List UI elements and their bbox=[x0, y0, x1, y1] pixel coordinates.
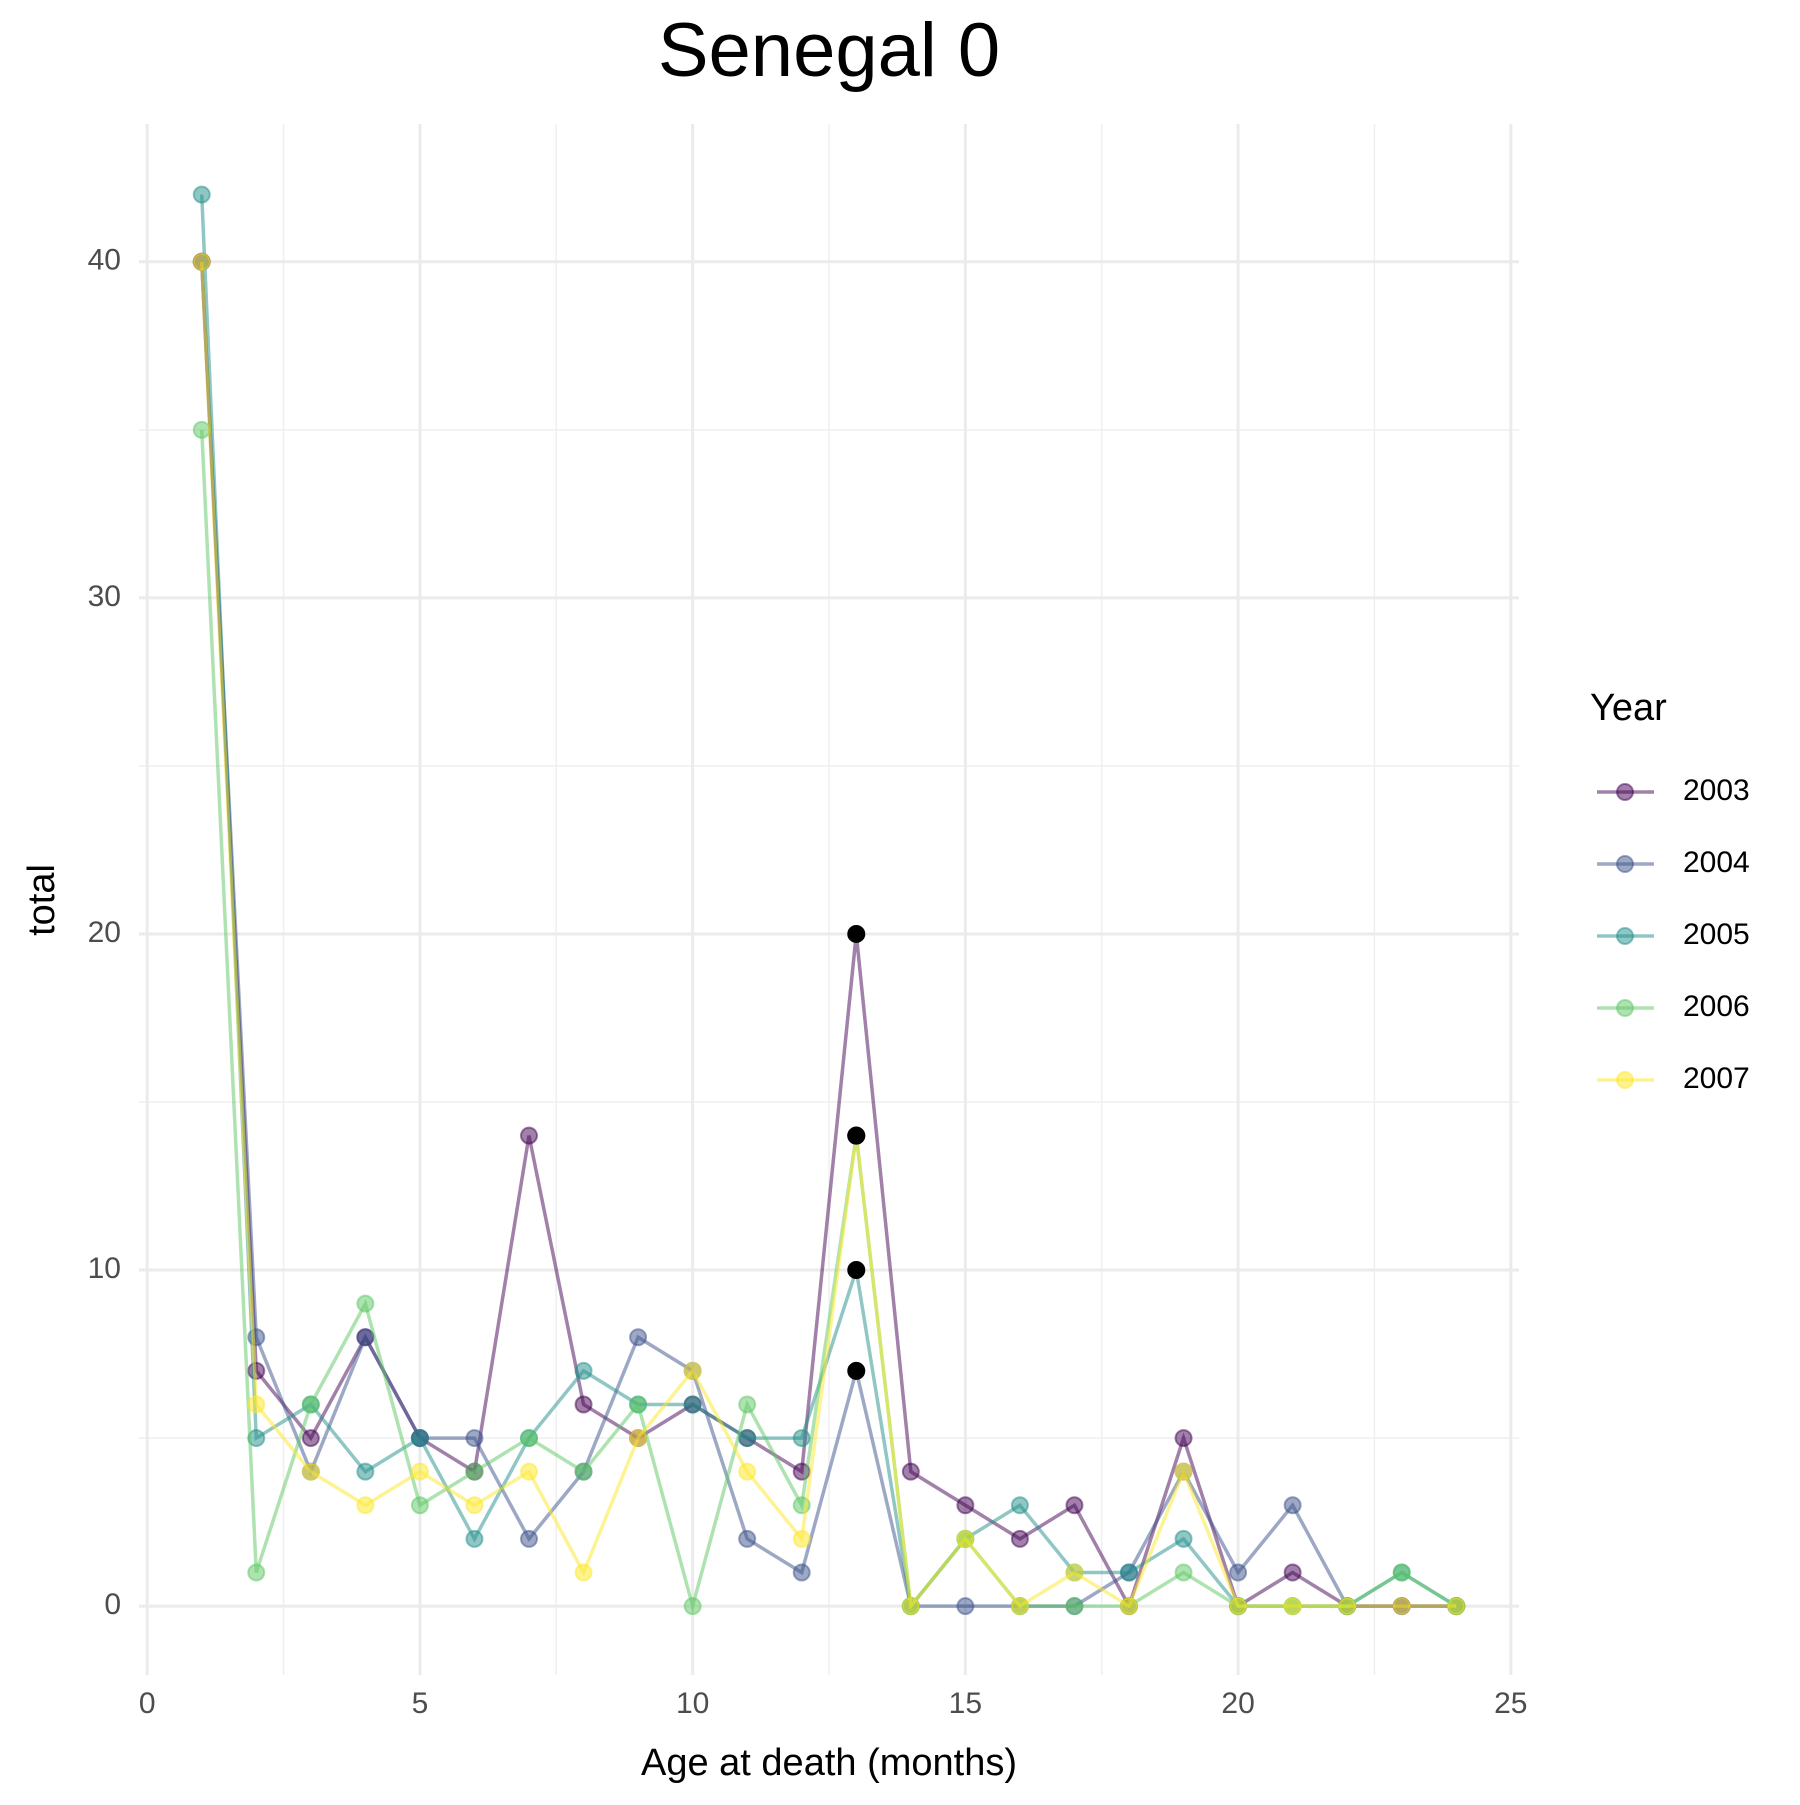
x-tick-label: 15 bbox=[949, 1687, 982, 1720]
y-tick-label: 10 bbox=[88, 1252, 121, 1285]
point bbox=[574, 1361, 593, 1380]
point bbox=[1229, 1597, 1248, 1616]
point bbox=[465, 1462, 484, 1481]
point bbox=[356, 1328, 375, 1347]
point bbox=[574, 1395, 593, 1414]
legend-key-point bbox=[1616, 855, 1634, 873]
point bbox=[1010, 1496, 1029, 1515]
point bbox=[301, 1395, 320, 1414]
legend-label: 2005 bbox=[1683, 918, 1750, 951]
point bbox=[901, 1597, 920, 1616]
point bbox=[629, 1395, 648, 1414]
y-tick-label: 30 bbox=[88, 580, 121, 613]
point bbox=[956, 1529, 975, 1548]
point bbox=[683, 1361, 702, 1380]
legend-key-point bbox=[1616, 1071, 1634, 1089]
point bbox=[683, 1597, 702, 1616]
point bbox=[792, 1529, 811, 1548]
point bbox=[1174, 1529, 1193, 1548]
point bbox=[1447, 1597, 1466, 1616]
point bbox=[1174, 1462, 1193, 1481]
point bbox=[1392, 1597, 1411, 1616]
highlight-point bbox=[847, 1126, 866, 1145]
point bbox=[1174, 1563, 1193, 1582]
point bbox=[356, 1294, 375, 1313]
point bbox=[738, 1395, 757, 1414]
legend-label: 2006 bbox=[1683, 990, 1750, 1023]
point bbox=[956, 1496, 975, 1515]
point bbox=[956, 1597, 975, 1616]
highlight-point bbox=[847, 1261, 866, 1280]
y-axis-title: total bbox=[21, 864, 63, 936]
series-line bbox=[199, 261, 1457, 1611]
y-tick-label: 40 bbox=[88, 244, 121, 277]
point bbox=[192, 252, 211, 271]
point bbox=[792, 1563, 811, 1582]
point bbox=[1065, 1597, 1084, 1616]
point bbox=[1120, 1563, 1138, 1582]
legend-key-point bbox=[1616, 999, 1634, 1017]
point bbox=[1120, 1597, 1138, 1616]
point bbox=[1283, 1496, 1302, 1515]
point bbox=[192, 420, 211, 439]
x-tick-label: 10 bbox=[676, 1687, 709, 1720]
series-line bbox=[199, 261, 1457, 1608]
legend-key-point bbox=[1616, 927, 1634, 945]
legend-label: 2004 bbox=[1683, 846, 1750, 879]
point bbox=[629, 1328, 648, 1347]
point bbox=[301, 1462, 320, 1481]
y-tick-label: 20 bbox=[88, 916, 121, 949]
point bbox=[192, 185, 211, 204]
x-tick-label: 5 bbox=[412, 1687, 429, 1720]
point bbox=[465, 1529, 484, 1548]
point bbox=[1229, 1563, 1248, 1582]
point bbox=[683, 1395, 702, 1414]
y-tick-label: 0 bbox=[104, 1588, 121, 1621]
point bbox=[1174, 1429, 1193, 1448]
point bbox=[520, 1429, 538, 1448]
point bbox=[356, 1462, 375, 1481]
point bbox=[356, 1496, 375, 1515]
legend-label: 2003 bbox=[1683, 774, 1750, 807]
point bbox=[520, 1462, 538, 1481]
point bbox=[520, 1126, 538, 1145]
point bbox=[1283, 1563, 1302, 1582]
chart-title: Senegal 0 bbox=[658, 8, 1000, 93]
point bbox=[1065, 1563, 1084, 1582]
legend-title: Year bbox=[1590, 687, 1667, 729]
point bbox=[410, 1462, 429, 1481]
point bbox=[1065, 1496, 1084, 1515]
point bbox=[792, 1429, 811, 1448]
point bbox=[301, 1429, 320, 1448]
point bbox=[738, 1429, 757, 1448]
point bbox=[1283, 1597, 1302, 1616]
point bbox=[1010, 1597, 1029, 1616]
point bbox=[247, 1563, 266, 1582]
x-tick-label: 20 bbox=[1221, 1687, 1254, 1720]
point bbox=[574, 1563, 593, 1582]
x-tick-label: 25 bbox=[1494, 1687, 1527, 1720]
point bbox=[1338, 1597, 1357, 1616]
legend-key-point bbox=[1616, 783, 1634, 801]
point bbox=[738, 1462, 757, 1481]
point bbox=[247, 1395, 266, 1414]
point bbox=[465, 1429, 484, 1448]
point bbox=[1392, 1563, 1411, 1582]
point bbox=[901, 1462, 920, 1481]
point bbox=[738, 1529, 757, 1548]
point bbox=[574, 1462, 593, 1481]
point bbox=[629, 1429, 648, 1448]
legend-label: 2007 bbox=[1683, 1062, 1750, 1095]
point bbox=[410, 1496, 429, 1515]
x-tick-label: 0 bbox=[139, 1687, 156, 1720]
x-axis-title: Age at death (months) bbox=[641, 1742, 1017, 1784]
point bbox=[410, 1429, 429, 1448]
point bbox=[1010, 1529, 1029, 1548]
point bbox=[465, 1496, 484, 1515]
highlight-point bbox=[847, 924, 866, 943]
highlight-point bbox=[847, 1361, 866, 1380]
point bbox=[520, 1529, 538, 1548]
